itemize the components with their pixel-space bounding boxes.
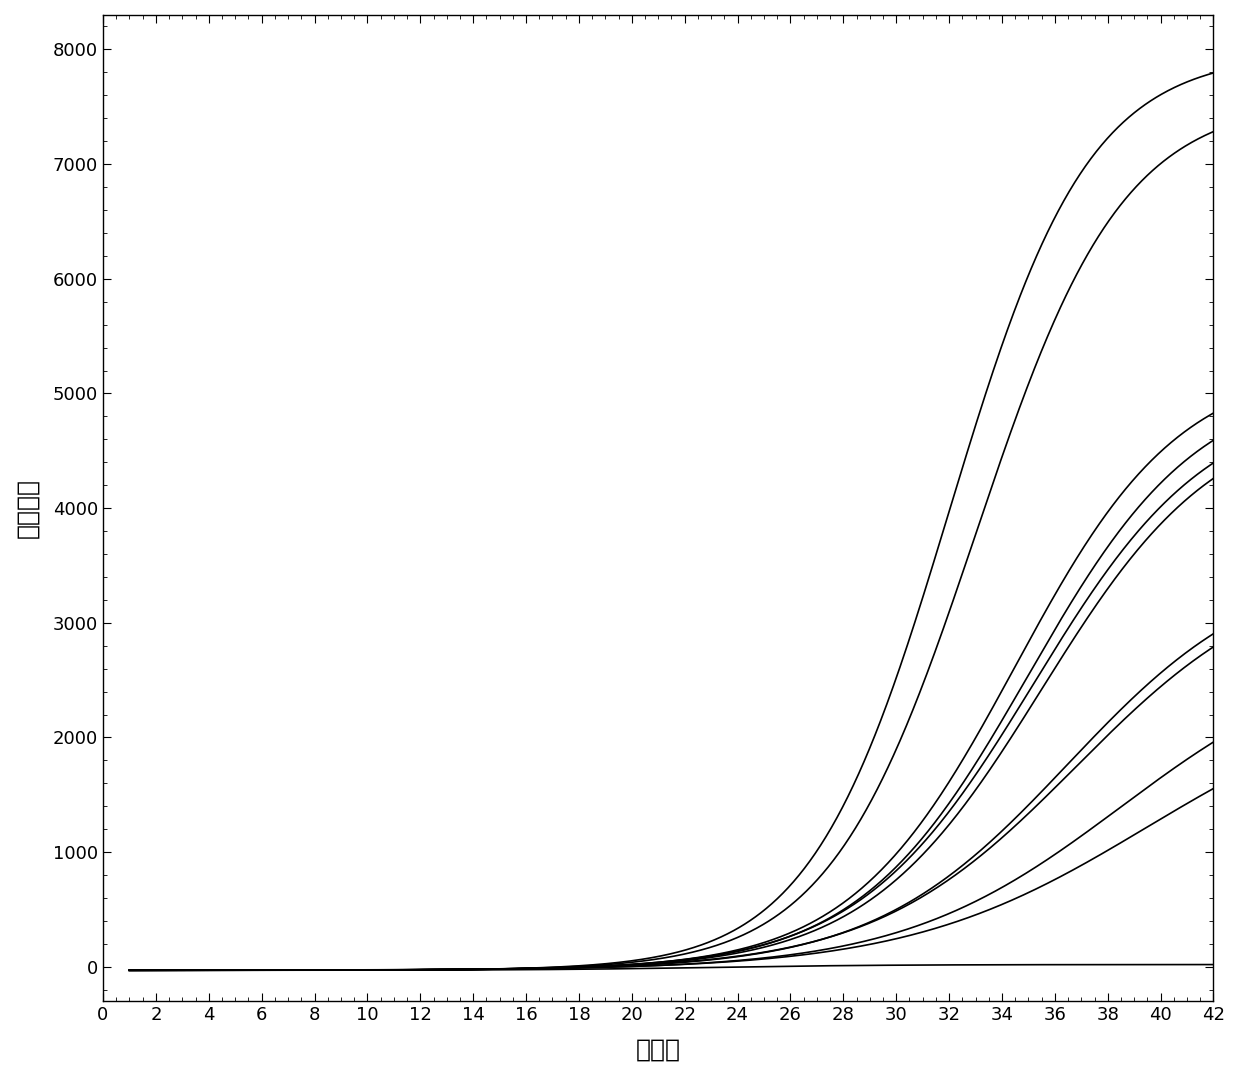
X-axis label: 循环数: 循环数 <box>636 1038 681 1062</box>
Y-axis label: 荧光强度: 荧光强度 <box>15 478 38 538</box>
